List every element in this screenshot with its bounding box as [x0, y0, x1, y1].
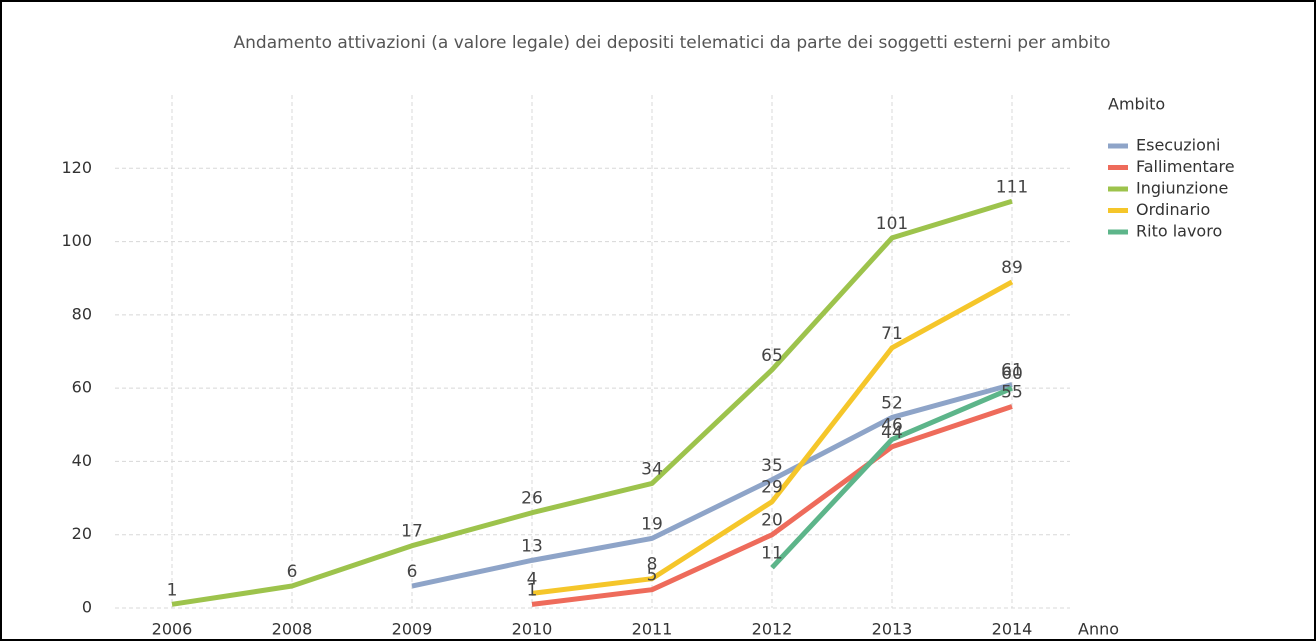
- data-label: 8: [647, 555, 658, 575]
- data-label: 101: [876, 214, 908, 234]
- x-tick-label: 2006: [152, 620, 193, 639]
- chart-title: Andamento attivazioni (a valore legale) …: [234, 33, 1111, 53]
- data-label: 34: [641, 459, 663, 479]
- data-label: 65: [761, 346, 783, 366]
- x-tick-label: 2009: [392, 620, 433, 639]
- data-label: 52: [881, 393, 903, 413]
- data-label: 61: [1001, 360, 1023, 380]
- data-label: 46: [881, 415, 903, 435]
- data-label: 55: [1001, 382, 1023, 402]
- data-label: 111: [996, 177, 1028, 197]
- data-label: 1: [527, 580, 538, 600]
- data-label: 26: [521, 489, 543, 509]
- legend-title: Ambito: [1108, 95, 1165, 114]
- y-tick-label: 100: [61, 231, 92, 250]
- data-label: 1: [167, 580, 178, 600]
- series-line: [531, 279, 1014, 596]
- x-axis-label: Anno: [1078, 620, 1119, 639]
- legend-label: Ordinario: [1136, 200, 1210, 219]
- data-label: 20: [761, 511, 783, 531]
- data-label: 13: [521, 536, 543, 556]
- y-tick-label: 120: [61, 158, 92, 177]
- legend-label: Ingiunzione: [1136, 179, 1228, 198]
- data-label: 6: [407, 562, 418, 582]
- y-tick-label: 40: [72, 451, 92, 470]
- data-label: 29: [761, 478, 783, 498]
- data-label: 89: [1001, 258, 1023, 278]
- data-label: 19: [641, 514, 663, 534]
- legend-label: Rito lavoro: [1136, 222, 1222, 241]
- series-line: [531, 404, 1013, 607]
- x-tick-label: 2011: [632, 620, 673, 639]
- data-label: 35: [761, 456, 783, 476]
- data-label: 60: [1001, 364, 1023, 384]
- x-tick-label: 2012: [752, 620, 793, 639]
- y-tick-label: 0: [82, 598, 92, 617]
- data-label: 5: [647, 566, 658, 586]
- data-label: 11: [761, 544, 783, 564]
- y-tick-label: 20: [72, 524, 92, 543]
- data-label: 44: [881, 423, 903, 443]
- data-label: 4: [527, 569, 538, 589]
- series-line: [171, 198, 1013, 607]
- x-tick-label: 2008: [272, 620, 313, 639]
- x-tick-label: 2014: [992, 620, 1033, 639]
- x-tick-label: 2013: [872, 620, 913, 639]
- series-line: [411, 382, 1013, 589]
- y-tick-label: 60: [72, 378, 92, 397]
- data-label: 71: [881, 324, 903, 344]
- y-tick-label: 80: [72, 304, 92, 323]
- data-label: 17: [401, 522, 423, 542]
- data-label: 6: [287, 562, 298, 582]
- series-line: [770, 385, 1013, 570]
- legend-label: Fallimentare: [1136, 157, 1235, 176]
- legend-label: Esecuzioni: [1136, 136, 1220, 155]
- x-tick-label: 2010: [512, 620, 553, 639]
